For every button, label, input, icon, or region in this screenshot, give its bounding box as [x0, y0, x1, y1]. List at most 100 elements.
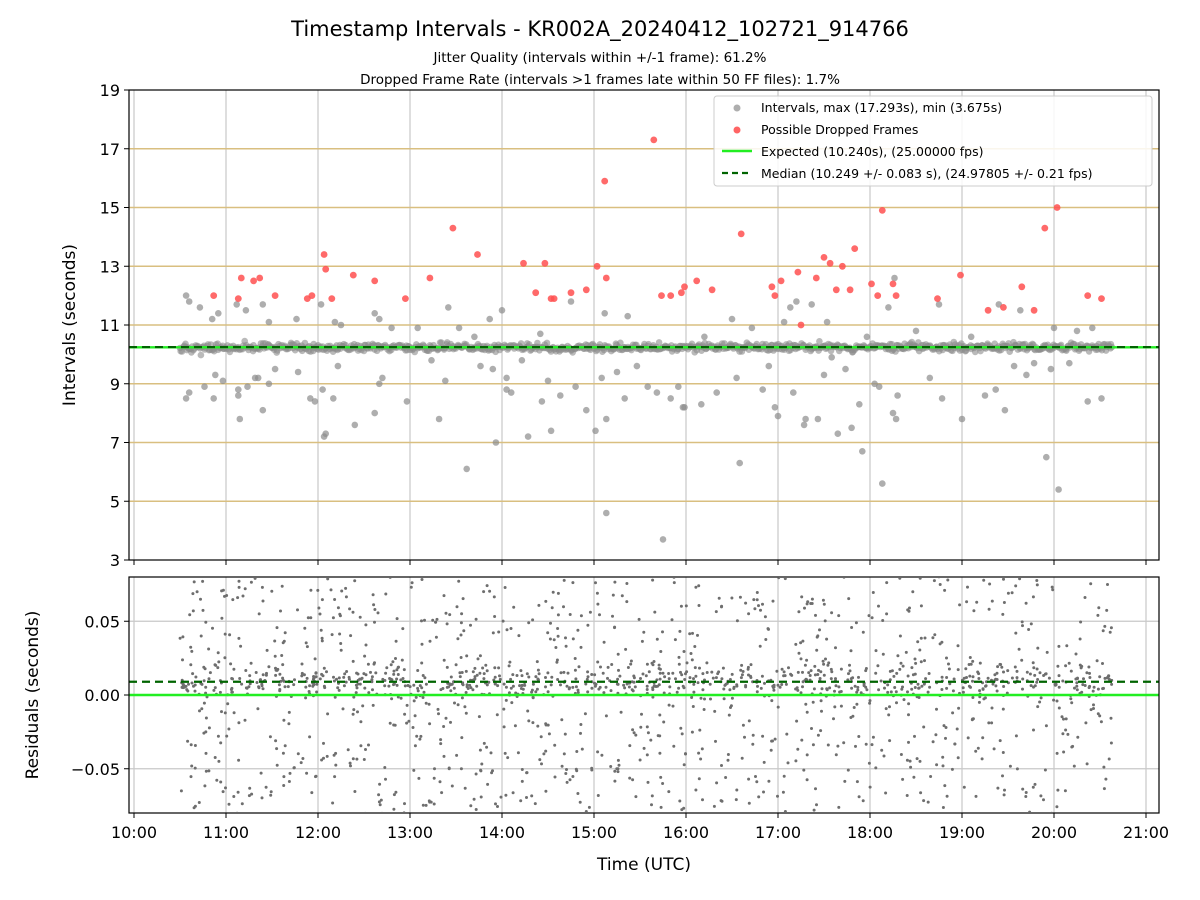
- residual-point: [697, 604, 701, 607]
- residual-point: [399, 696, 403, 700]
- residual-point: [473, 666, 477, 670]
- residual-point: [490, 771, 494, 775]
- residual-point: [553, 775, 557, 779]
- residual-point: [283, 631, 287, 635]
- residual-point: [485, 683, 489, 687]
- interval-point: [967, 333, 975, 341]
- residual-point: [650, 570, 653, 573]
- residual-point: [764, 638, 768, 641]
- residual-point: [559, 683, 562, 687]
- residual-point: [260, 684, 264, 688]
- residual-point: [944, 736, 947, 740]
- residual-point: [259, 771, 263, 775]
- residual-point: [550, 675, 554, 679]
- residual-point: [610, 663, 614, 666]
- residual-point: [392, 807, 396, 811]
- residual-point: [754, 775, 757, 778]
- residual-point: [927, 672, 931, 675]
- interval-point: [1089, 324, 1096, 332]
- interval-point: [592, 427, 599, 435]
- residual-point: [644, 674, 648, 678]
- residual-point: [809, 669, 813, 673]
- residual-point: [684, 604, 688, 608]
- interval-point: [334, 362, 342, 370]
- interval-point: [414, 324, 422, 332]
- residual-point: [464, 669, 468, 673]
- chart-subtitle-jitter: Jitter Quality (intervals within +/-1 fr…: [433, 50, 767, 66]
- residual-point: [697, 777, 701, 781]
- residual-point: [870, 616, 874, 620]
- residual-point: [900, 687, 904, 691]
- residual-point: [926, 690, 930, 694]
- residual-point: [822, 662, 826, 666]
- interval-point: [244, 383, 251, 391]
- residual-point: [562, 752, 566, 756]
- interval-point: [330, 395, 337, 402]
- residual-point: [265, 671, 268, 675]
- residual-point: [378, 803, 382, 807]
- residual-point: [1012, 571, 1015, 574]
- residual-point: [287, 710, 291, 714]
- residual-point: [983, 696, 987, 700]
- residual-point: [556, 627, 560, 630]
- residual-point: [238, 677, 242, 680]
- residual-point: [1075, 684, 1079, 688]
- dropped-frame-point: [1053, 204, 1061, 211]
- residual-point: [730, 696, 734, 700]
- interval-point: [259, 301, 267, 308]
- residual-point: [801, 685, 804, 689]
- interval-point: [567, 298, 575, 305]
- residual-point: [651, 695, 655, 699]
- residual-point: [392, 723, 396, 727]
- residual-point: [662, 720, 666, 724]
- interval-point: [182, 395, 190, 402]
- residual-point: [998, 662, 1002, 666]
- residual-point: [223, 632, 227, 636]
- dropped-frame-point: [812, 274, 820, 282]
- residual-point: [693, 666, 697, 670]
- residual-point: [405, 703, 409, 707]
- interval-point: [808, 301, 815, 308]
- residual-point: [1035, 667, 1039, 671]
- residual-point: [601, 671, 605, 675]
- interval-point: [892, 415, 900, 423]
- residual-point: [292, 766, 296, 770]
- residual-point: [646, 780, 650, 784]
- dropped-frame-point: [832, 286, 840, 294]
- residual-point: [808, 674, 812, 677]
- residual-point: [524, 573, 527, 576]
- residual-point: [389, 663, 393, 667]
- residual-point: [420, 578, 424, 581]
- interval-point: [675, 383, 682, 391]
- residual-point: [801, 670, 804, 674]
- residual-point: [476, 657, 480, 661]
- interval-point: [793, 298, 800, 305]
- residual-point: [496, 805, 499, 808]
- residual-point: [355, 686, 359, 690]
- residual-point: [679, 726, 683, 730]
- residual-point: [1109, 741, 1113, 745]
- residual-point: [946, 578, 950, 582]
- residual-point: [1107, 757, 1111, 761]
- residual-point: [684, 752, 687, 756]
- residual-point: [527, 675, 531, 679]
- residual-point: [404, 816, 407, 819]
- residual-point: [307, 690, 311, 693]
- residual-point: [602, 640, 606, 644]
- dropped-frame-point: [892, 292, 900, 299]
- residual-point: [579, 723, 583, 726]
- residual-point: [1028, 672, 1032, 676]
- residual-point: [780, 667, 784, 671]
- interval-point: [455, 324, 463, 332]
- residual-point: [987, 721, 991, 725]
- residual-point: [1024, 791, 1028, 794]
- dropped-frame-point: [532, 289, 540, 297]
- residual-point: [460, 671, 464, 674]
- dropped-frame-point: [474, 251, 481, 258]
- residual-point: [679, 670, 682, 674]
- residual-point: [693, 645, 697, 648]
- interval-point: [503, 374, 510, 382]
- residual-point: [513, 724, 517, 728]
- residual-point: [711, 676, 715, 680]
- residual-point: [471, 688, 475, 692]
